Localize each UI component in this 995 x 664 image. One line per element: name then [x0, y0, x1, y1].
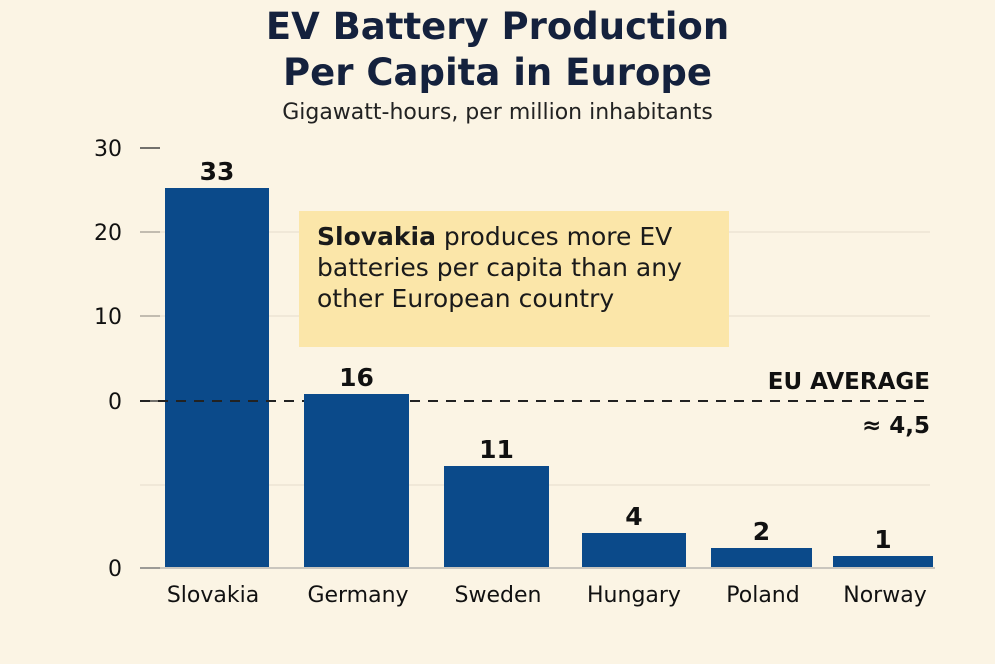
data-label: 4 — [625, 502, 642, 531]
x-category-label: Poland — [726, 583, 799, 608]
x-category-label: Sweden — [455, 583, 542, 608]
y-tick-label: 20 — [94, 221, 122, 246]
title-line-1: EV Battery Production — [265, 5, 730, 48]
chart-title: EV Battery Production Per Capita in Euro… — [0, 4, 995, 96]
data-label: 1 — [874, 525, 891, 554]
bar-poland — [711, 548, 812, 567]
data-label: 16 — [339, 363, 374, 392]
data-label: 2 — [753, 517, 770, 546]
y-tick-label: 30 — [94, 137, 122, 162]
callout-bold-text: Slovakia — [317, 222, 436, 251]
y-tick-label: 0 — [108, 390, 122, 415]
title-line-2: Per Capita in Europe — [283, 51, 712, 94]
x-category-label: Hungary — [587, 583, 681, 608]
bar-sweden — [444, 466, 549, 567]
bar-germany-overlay — [304, 394, 409, 567]
eu-average-label: EU AVERAGE — [768, 369, 930, 395]
bar-hungary — [582, 533, 686, 567]
x-category-label: Germany — [307, 583, 408, 608]
data-label: 11 — [479, 435, 514, 464]
data-label: 33 — [200, 157, 235, 186]
bar-norway — [833, 556, 933, 567]
y-tick-label: 0 — [108, 557, 122, 582]
x-category-label: Norway — [843, 583, 926, 608]
y-tick-label: 10 — [94, 305, 122, 330]
chart-subtitle: Gigawatt-hours, per million inhabitants — [282, 100, 713, 125]
callout-text: produces more EV batteries per capita th… — [317, 222, 682, 313]
x-category-label: Slovakia — [167, 583, 259, 608]
callout-box: Slovakia produces more EV batteries per … — [299, 211, 729, 347]
eu-average-value: ≈ 4,5 — [862, 413, 930, 439]
bar-slovakia — [165, 188, 269, 567]
